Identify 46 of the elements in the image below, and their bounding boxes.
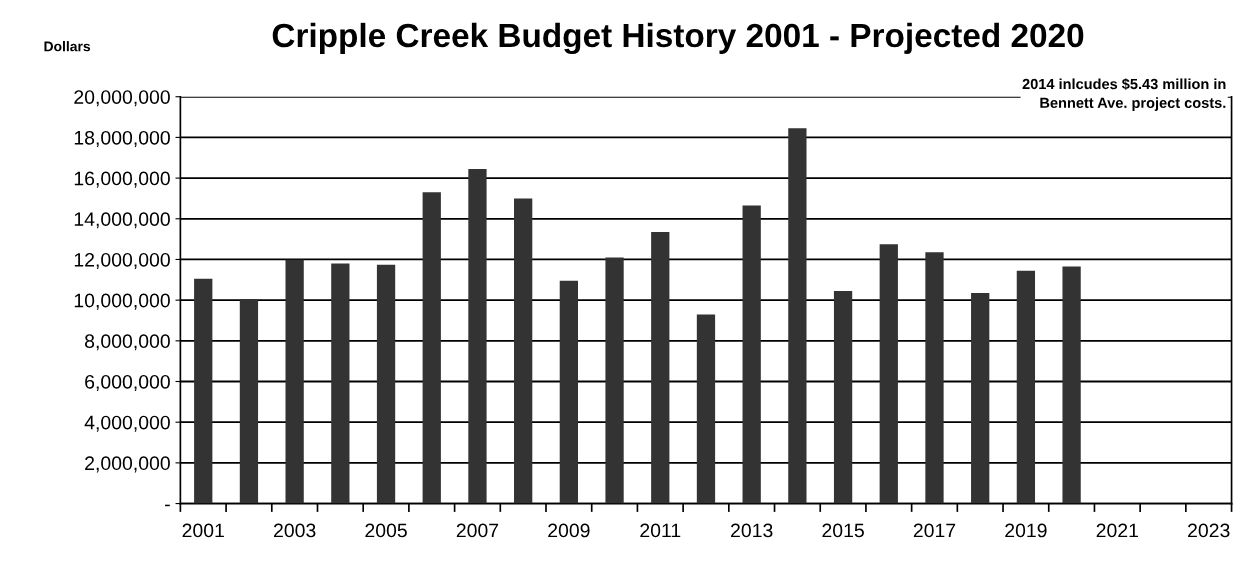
x-tick-label: 2019 [1005, 523, 1047, 538]
bar [971, 293, 990, 504]
bar [651, 232, 670, 504]
bar [285, 259, 304, 504]
y-tick-label: 4,000,000 [84, 415, 170, 432]
bar [514, 198, 533, 504]
bar [559, 280, 578, 504]
bar [376, 264, 396, 504]
y-tick-label: 20,000,000 [74, 90, 170, 107]
bar [605, 257, 624, 504]
x-tick-label: 2023 [1188, 523, 1230, 538]
y-tick-label: 18,000,000 [74, 130, 170, 147]
x-tick-label: 2013 [731, 523, 773, 538]
bar [925, 252, 944, 504]
x-tick-label: 2021 [1096, 523, 1138, 538]
y-axis-title: Dollars [44, 41, 91, 52]
bar [422, 192, 441, 504]
bar [742, 205, 761, 504]
bar [239, 298, 259, 504]
y-tick-label: 8,000,000 [85, 334, 170, 351]
y-tick-label: 10,000,000 [74, 293, 170, 310]
y-tick-label: 12,000,000 [74, 252, 170, 269]
y-tick-label: - [165, 504, 170, 507]
x-tick-label: 2011 [640, 523, 681, 538]
bar [1016, 270, 1036, 504]
annotation: 2014 inlcudes $5.43 million in Bennett Ave. project costs. [1022, 78, 1226, 111]
x-tick-label: 2007 [456, 523, 499, 538]
bar [696, 314, 716, 504]
bar [879, 244, 898, 504]
bar [788, 128, 807, 504]
y-tick-label: 6,000,000 [85, 374, 170, 392]
bar [833, 290, 853, 504]
x-tick-label: 2009 [548, 523, 590, 538]
y-tick-label: 2,000,000 [85, 456, 170, 473]
bar [468, 168, 487, 504]
x-tick-label: 2017 [913, 523, 956, 538]
x-tick-label: 2015 [822, 523, 864, 538]
bar [194, 278, 213, 504]
bar [331, 263, 350, 504]
y-tick-label: 14,000,000 [74, 212, 170, 229]
chart-title: Cripple Creek Budget History 2001 - Projected 2020 [272, 22, 1084, 55]
bar [1062, 266, 1081, 504]
y-tick-label: 16,000,000 [74, 171, 170, 188]
x-tick-label: 2005 [365, 523, 407, 538]
x-tick-label: 2001 [182, 523, 224, 538]
x-tick-label: 2003 [273, 523, 316, 538]
